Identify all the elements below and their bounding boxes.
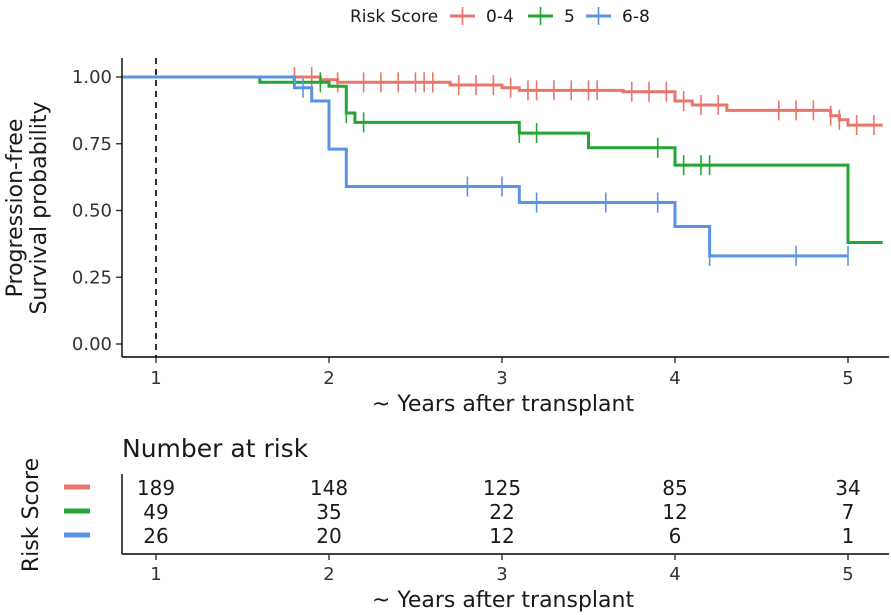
risk-count: 20 bbox=[316, 524, 341, 548]
x-tick-label: 2 bbox=[323, 368, 334, 389]
risk-count: 49 bbox=[143, 500, 168, 524]
risk-table: Number at risk Risk Score 189 148 125 85 344… bbox=[19, 434, 889, 613]
risk-x-tick-label: 2 bbox=[323, 564, 334, 585]
x-axis-ticks: 1 2 3 4 5 bbox=[150, 357, 854, 389]
x-tick-label: 4 bbox=[669, 368, 680, 389]
risk-count: 26 bbox=[143, 524, 168, 548]
legend-label-6-8: 6-8 bbox=[622, 7, 650, 27]
x-tick-label: 1 bbox=[150, 368, 161, 389]
y-axis-title: Progression-free Survival probability bbox=[3, 101, 52, 314]
risk-count: 125 bbox=[483, 476, 521, 500]
risk-count: 34 bbox=[835, 476, 860, 500]
km-plot: 0.00 0.25 0.50 0.75 1.00 1 2 3 4 5 ~ Years after… bbox=[3, 58, 889, 417]
survival-curves bbox=[121, 67, 883, 266]
y-tick-label: 0.00 bbox=[72, 334, 112, 355]
risk-table-ylabel: Risk Score bbox=[19, 458, 44, 572]
legend-title: Risk Score bbox=[350, 7, 438, 27]
x-tick-label: 5 bbox=[842, 368, 853, 389]
risk-x-tick-label: 5 bbox=[842, 564, 853, 585]
series-5 bbox=[121, 72, 883, 244]
risk-x-tick-label: 3 bbox=[496, 564, 507, 585]
y-tick-label: 1.00 bbox=[72, 67, 112, 88]
legend: Risk Score 0-4 5 6-8 bbox=[350, 7, 650, 27]
y-tick-label: 0.75 bbox=[72, 134, 112, 155]
risk-count: 85 bbox=[662, 476, 687, 500]
x-tick-label: 3 bbox=[496, 368, 507, 389]
y-axis-ticks: 0.00 0.25 0.50 0.75 1.00 bbox=[72, 67, 122, 355]
risk-table-title: Number at risk bbox=[122, 434, 309, 463]
survival-curve-0-4 bbox=[121, 75, 883, 127]
y-tick-label: 0.50 bbox=[72, 201, 112, 222]
legend-entry-0-4: 0-4 bbox=[450, 7, 514, 27]
risk-count: 22 bbox=[489, 500, 514, 524]
risk-table-x-title: ~ Years after transplant bbox=[372, 588, 635, 613]
x-axis-title: ~ Years after transplant bbox=[372, 392, 635, 417]
y-axis-title-line1: Progression-free bbox=[3, 119, 28, 298]
risk-count: 7 bbox=[842, 500, 855, 524]
y-tick-label: 0.25 bbox=[72, 267, 112, 288]
risk-table-x-ticks: 1 2 3 4 5 bbox=[150, 554, 854, 585]
legend-entry-5: 5 bbox=[528, 7, 575, 27]
risk-group-keys bbox=[64, 484, 90, 538]
survival-curve-5 bbox=[121, 75, 883, 244]
series-0-4 bbox=[121, 67, 883, 136]
risk-count: 12 bbox=[489, 524, 514, 548]
legend-label-0-4: 0-4 bbox=[486, 7, 514, 27]
y-axis-title-line2: Survival probability bbox=[27, 101, 52, 314]
risk-x-tick-label: 4 bbox=[669, 564, 680, 585]
legend-label-5: 5 bbox=[564, 7, 575, 27]
risk-count: 6 bbox=[669, 524, 682, 548]
risk-count: 189 bbox=[137, 476, 175, 500]
risk-count: 1 bbox=[842, 524, 855, 548]
risk-count: 148 bbox=[310, 476, 348, 500]
risk-count: 12 bbox=[662, 500, 687, 524]
risk-table-ylabel-text: Risk Score bbox=[19, 458, 44, 572]
risk-count: 35 bbox=[316, 500, 341, 524]
series-6-8 bbox=[121, 75, 849, 266]
legend-entry-6-8: 6-8 bbox=[586, 7, 650, 27]
risk-x-tick-label: 1 bbox=[150, 564, 161, 585]
